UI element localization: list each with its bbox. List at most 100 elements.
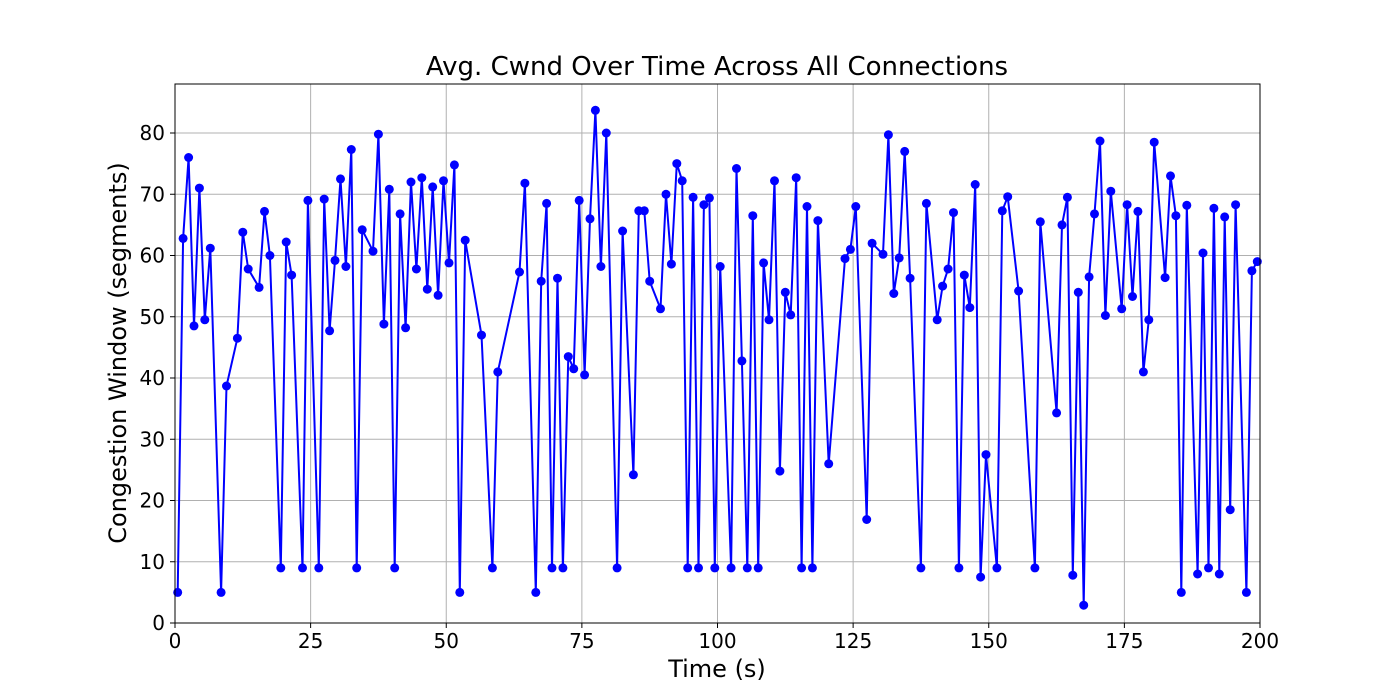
data-point (715, 262, 725, 271)
data-point (1231, 200, 1241, 210)
data-point (683, 563, 693, 573)
data-point (862, 515, 872, 524)
data-point (384, 184, 394, 194)
data-point (1079, 600, 1089, 610)
data-point (194, 183, 204, 193)
data-point (775, 466, 785, 476)
data-point (580, 370, 590, 380)
data-point (455, 587, 465, 597)
data-point (1030, 563, 1040, 573)
data-point (1171, 211, 1181, 221)
data-point (770, 176, 779, 186)
data-point (336, 174, 345, 184)
data-point (954, 563, 964, 573)
data-point (1160, 273, 1170, 283)
data-point (688, 192, 698, 202)
data-point (205, 243, 215, 253)
data-point (732, 164, 741, 173)
data-point (981, 450, 991, 460)
data-point (949, 208, 958, 218)
data-point (601, 128, 611, 138)
data-point (520, 178, 530, 188)
data-point (1003, 192, 1013, 202)
data-point (590, 105, 600, 115)
data-point (1166, 171, 1175, 181)
data-point (585, 214, 595, 224)
data-point (1144, 315, 1154, 325)
data-point (1106, 186, 1116, 196)
data-point (357, 225, 367, 235)
data-point (1138, 367, 1148, 377)
data-point (753, 563, 763, 573)
data-point (460, 235, 470, 245)
data-point (976, 572, 986, 582)
data-point (243, 264, 253, 274)
data-point (900, 146, 910, 156)
data-point (1057, 220, 1067, 230)
data-point (536, 276, 546, 286)
data-point (764, 315, 774, 325)
data-point (797, 563, 807, 573)
y-axis: 0 10 20 30 40 50 60 70 80 (140, 121, 175, 635)
data-point (379, 319, 389, 329)
data-point (1204, 563, 1213, 573)
data-point (558, 563, 568, 573)
data-point (1220, 212, 1230, 222)
data-point (1122, 200, 1132, 210)
x-tick-label: 50 (434, 629, 459, 653)
y-tick-label: 40 (140, 366, 165, 390)
data-point (200, 315, 210, 325)
y-tick-label: 50 (140, 305, 165, 329)
data-point (878, 249, 888, 259)
data-point (254, 282, 264, 292)
data-point (780, 287, 790, 297)
data-point (813, 216, 823, 226)
data-point (184, 153, 194, 162)
data-point (802, 202, 812, 211)
data-point (851, 202, 861, 211)
data-point (487, 563, 497, 573)
data-point (1100, 311, 1110, 320)
data-point (531, 587, 541, 597)
data-point (281, 237, 291, 247)
data-point (694, 563, 703, 573)
data-point (1209, 203, 1219, 213)
data-point (748, 211, 758, 221)
data-point (222, 381, 231, 391)
data-point (710, 563, 720, 573)
data-point (216, 587, 226, 597)
data-point (970, 180, 980, 189)
data-point (916, 563, 926, 573)
y-tick-label: 70 (140, 182, 165, 206)
data-point (840, 254, 850, 264)
data-point (276, 563, 286, 573)
data-point (553, 273, 562, 283)
data-point (905, 273, 915, 283)
x-tick-label: 125 (834, 629, 872, 653)
data-point (325, 326, 335, 336)
data-point (883, 130, 893, 140)
data-point (1133, 206, 1143, 216)
data-point (943, 264, 953, 274)
x-axis: 0 25 50 75 100 125 150 175 200 (169, 623, 1279, 653)
data-point (298, 563, 307, 573)
data-point (666, 259, 676, 269)
data-point (704, 193, 714, 203)
data-point (661, 189, 671, 199)
data-point (319, 194, 329, 204)
data-point (1014, 286, 1024, 296)
data-point (612, 563, 622, 573)
x-tick-label: 75 (569, 629, 594, 653)
data-point (1068, 570, 1078, 580)
chart-title: Avg. Cwnd Over Time Across All Connectio… (426, 52, 1008, 82)
data-point (932, 315, 942, 325)
data-point (417, 173, 427, 183)
data-point (493, 367, 503, 377)
y-tick-label: 80 (140, 121, 165, 145)
data-point (1149, 137, 1159, 147)
x-tick-label: 175 (1105, 629, 1143, 653)
data-point (639, 206, 649, 216)
data-point (992, 563, 1002, 573)
data-point (889, 289, 899, 298)
